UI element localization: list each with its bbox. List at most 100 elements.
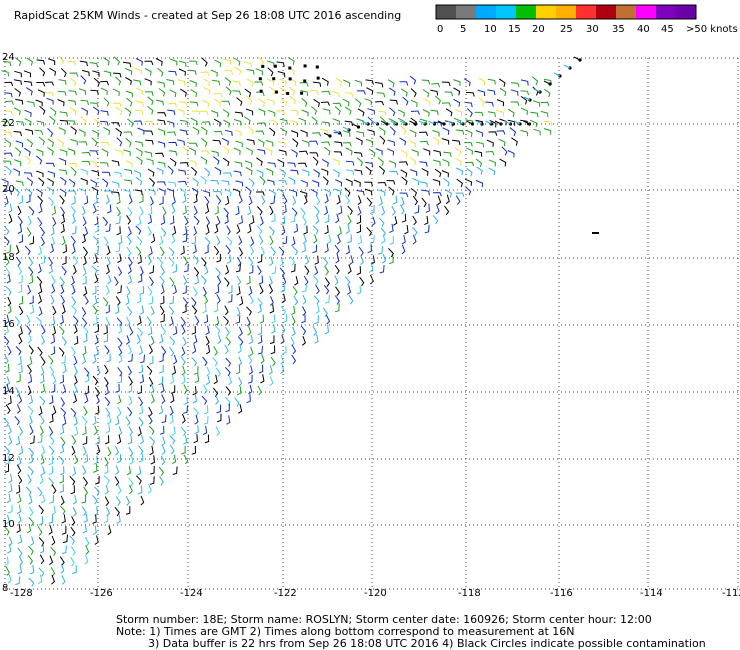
- wind-barb: [28, 356, 33, 366]
- wind-barb: [123, 149, 131, 156]
- wind-barb: [183, 226, 188, 236]
- wind-barb: [453, 87, 461, 96]
- wind-barb: [128, 484, 133, 495]
- wind-barb: [26, 227, 32, 237]
- wind-barb: [260, 374, 265, 384]
- wind-barb: [379, 116, 386, 126]
- wind-barb: [214, 59, 222, 68]
- wind-barb: [217, 334, 222, 344]
- wind-barb: [137, 485, 143, 495]
- wind-barb: [39, 226, 46, 237]
- wind-barb: [157, 257, 164, 267]
- wind-barb: [248, 285, 253, 296]
- wind-barb: [15, 180, 24, 187]
- wind-barb: [523, 120, 530, 125]
- wind-barb: [170, 393, 175, 404]
- wind-barb: [192, 394, 198, 404]
- wind-barb: [204, 294, 209, 305]
- wind-barb: [25, 128, 34, 135]
- wind-barb: [28, 506, 34, 517]
- wind-barb: [80, 168, 88, 176]
- wind-barb: [16, 404, 21, 414]
- wind-barb: [553, 72, 561, 77]
- wind-barb: [255, 191, 265, 196]
- wind-barb: [39, 474, 44, 485]
- storm-info-line: Storm number: 18E; Storm name: ROSLYN; S…: [116, 613, 652, 626]
- wind-barb: [478, 77, 486, 86]
- wind-barb: [92, 235, 99, 246]
- contamination-marker: [316, 76, 320, 80]
- wind-barb: [280, 127, 288, 136]
- wind-barb: [135, 100, 144, 107]
- wind-barb: [366, 226, 373, 237]
- wind-barb: [171, 234, 176, 244]
- longitude-label: -118: [458, 588, 481, 599]
- wind-barb: [137, 254, 142, 264]
- wind-barb: [257, 254, 263, 264]
- wind-barb: [192, 126, 200, 135]
- wind-barb: [266, 168, 274, 176]
- wind-map: -128-126-124-122-120-118-116-114-1122422…: [0, 52, 740, 599]
- wind-barb: [299, 150, 309, 155]
- wind-barb: [137, 216, 142, 226]
- wind-barb: [5, 363, 10, 373]
- wind-barb: [397, 109, 405, 117]
- wind-barb: [82, 465, 87, 475]
- wind-barb: [342, 130, 351, 137]
- wind-barb: [117, 484, 122, 495]
- wind-barb: [73, 355, 78, 366]
- wind-barb: [5, 404, 11, 414]
- wind-barb: [304, 265, 310, 275]
- latitude-label: 24: [2, 52, 15, 63]
- latitude-label: 16: [2, 319, 15, 330]
- wind-barb: [421, 197, 427, 208]
- wind-barb: [322, 256, 329, 267]
- wind-barb: [540, 110, 549, 118]
- wind-barb: [335, 286, 341, 297]
- wind-barb: [193, 226, 198, 236]
- wind-barb: [189, 142, 198, 148]
- wind-barb: [99, 162, 109, 167]
- wind-barb: [445, 194, 450, 205]
- wind-barb: [137, 426, 142, 437]
- wind-barb: [106, 256, 111, 267]
- wind-barb: [105, 316, 110, 327]
- wind-barb: [147, 255, 152, 265]
- wind-barb: [371, 120, 378, 125]
- wind-barb: [419, 140, 429, 146]
- wind-barb: [7, 424, 12, 435]
- wind-barb: [510, 82, 520, 88]
- wind-barb: [58, 79, 67, 85]
- wind-barb: [204, 265, 209, 275]
- wind-barb: [224, 188, 232, 197]
- wind-barb: [160, 383, 165, 394]
- wind-barb: [59, 425, 65, 435]
- wind-barb: [225, 357, 232, 367]
- wind-barb: [169, 277, 175, 287]
- wind-barb: [26, 314, 31, 325]
- wind-barb: [202, 99, 210, 108]
- wind-barb: [128, 477, 134, 487]
- wind-barb: [298, 162, 307, 168]
- wind-barb: [157, 67, 164, 77]
- wind-barb: [202, 304, 207, 314]
- wind-barb: [127, 306, 133, 316]
- wind-barb: [334, 295, 340, 305]
- wind-barb: [337, 226, 342, 236]
- wind-barb: [475, 180, 484, 188]
- wind-barb: [90, 179, 98, 188]
- wind-barb: [203, 86, 211, 95]
- wind-barb: [238, 194, 243, 204]
- wind-barb: [17, 205, 22, 216]
- wind-barb: [444, 205, 450, 216]
- note-line-2: 3) Data buffer is 22 hrs from Sep 26 18:…: [148, 637, 706, 650]
- wind-barb: [93, 195, 98, 205]
- wind-barb: [135, 58, 143, 66]
- wind-barb: [15, 256, 22, 267]
- wind-barb: [465, 161, 475, 167]
- wind-barb: [213, 374, 218, 385]
- wind-barb: [40, 356, 46, 366]
- wind-barb: [111, 160, 120, 166]
- wind-barb: [168, 70, 177, 76]
- wind-barb: [258, 56, 264, 66]
